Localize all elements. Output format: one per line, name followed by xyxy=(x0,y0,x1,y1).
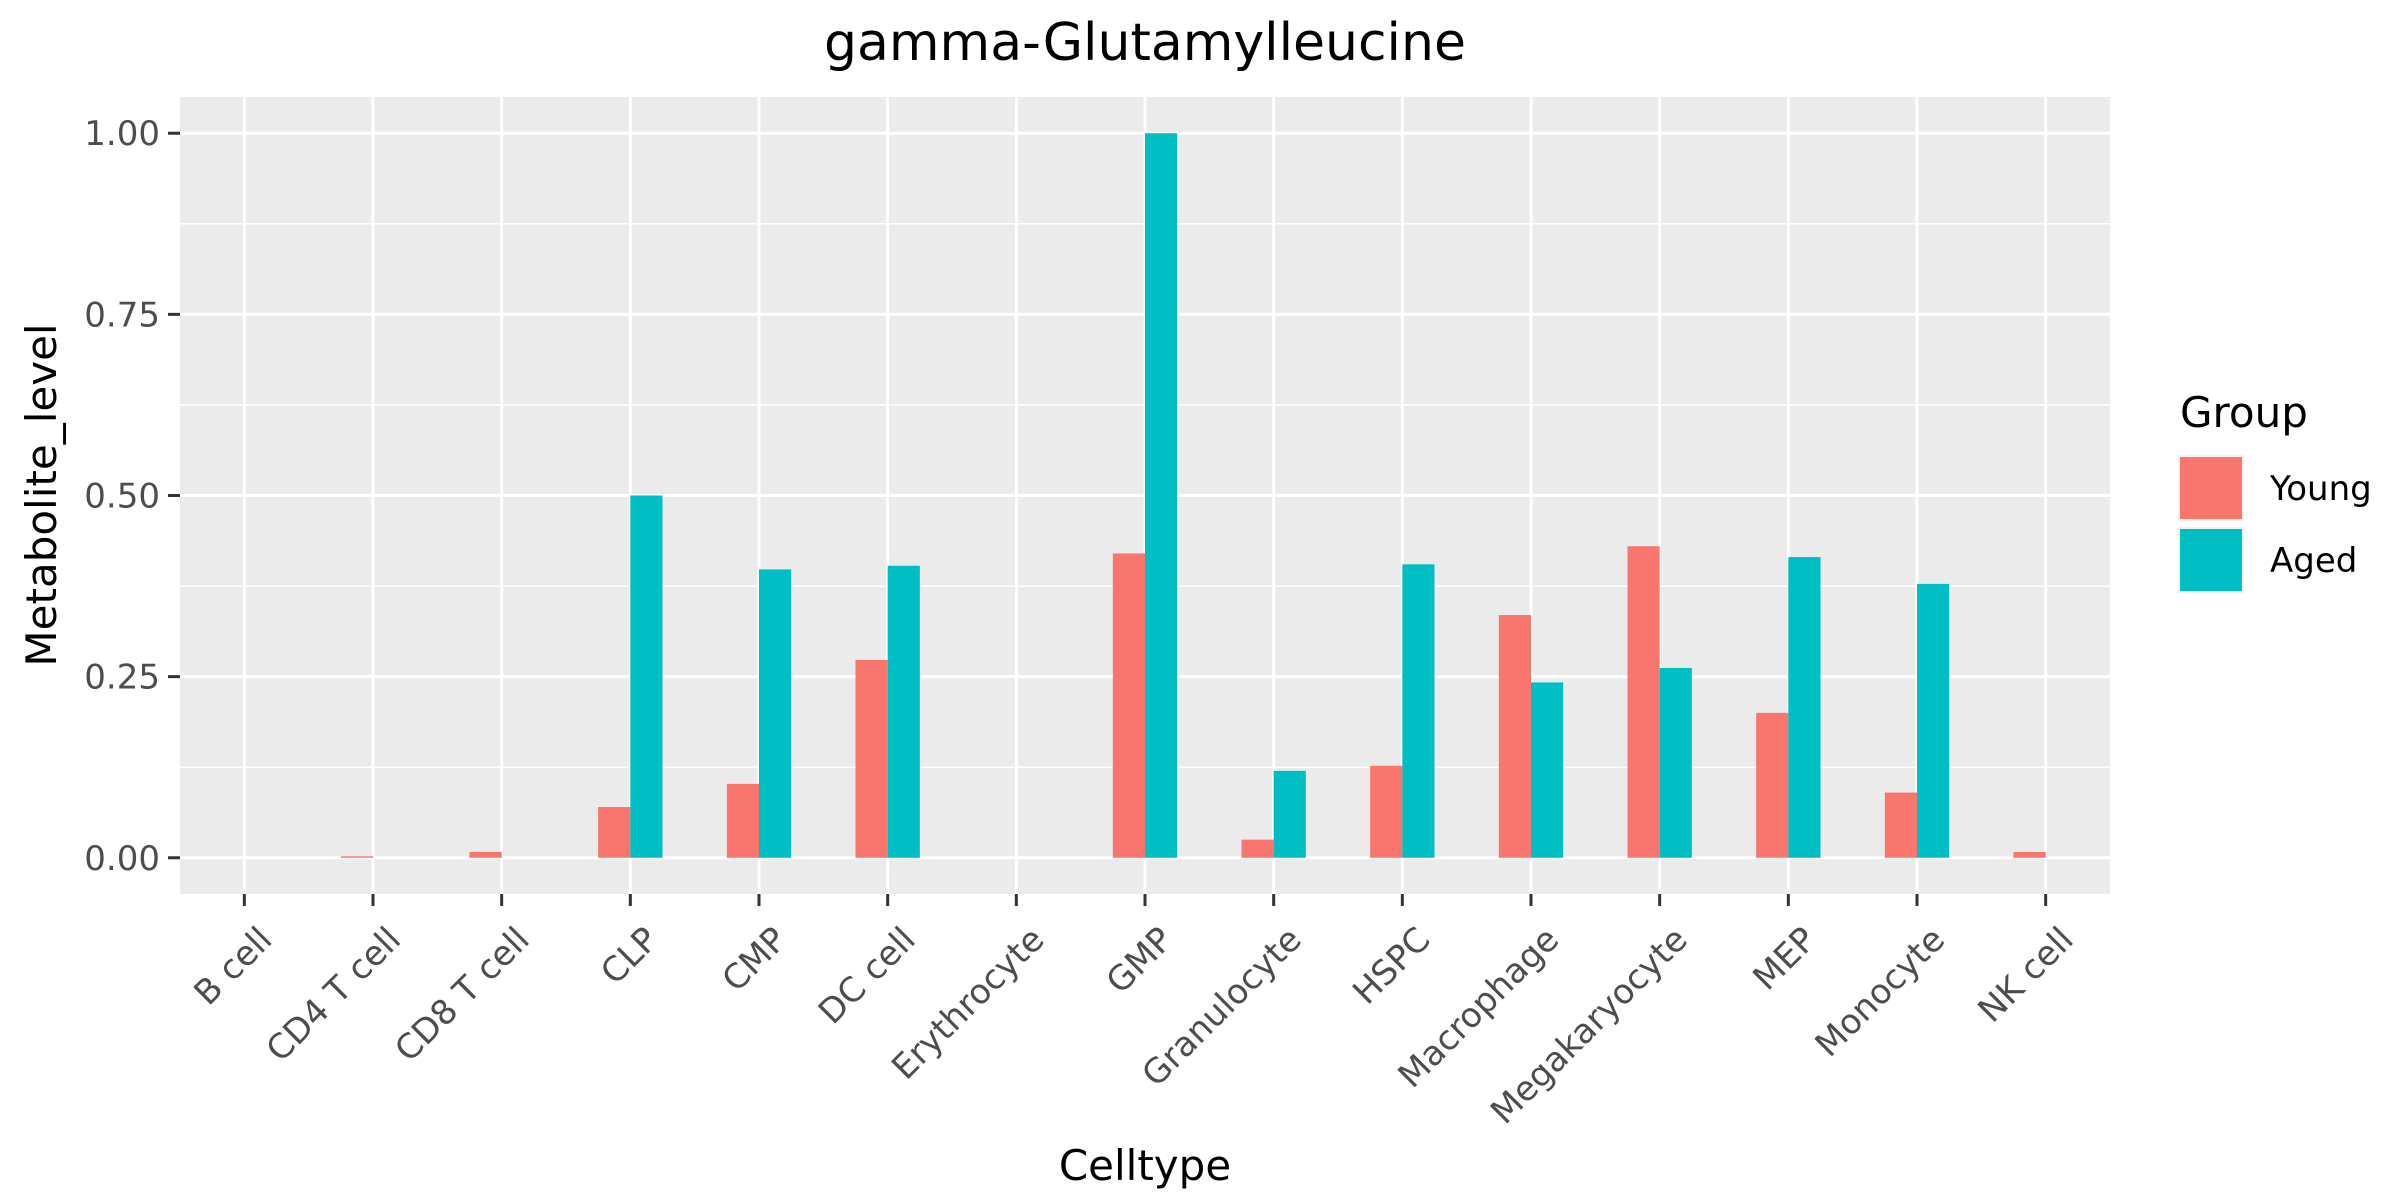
bar-young-granulocyte xyxy=(1241,839,1274,858)
legend-label-young: Young xyxy=(2269,469,2372,509)
x-tick-label: B cell xyxy=(186,920,280,1014)
bar-aged-hspc xyxy=(1402,564,1435,858)
y-axis: 0.00 0.25 0.50 0.75 1.00 xyxy=(84,114,180,879)
legend-label-aged: Aged xyxy=(2270,541,2357,581)
x-tick-label: CD8 T cell xyxy=(387,920,537,1070)
x-tick-label: DC cell xyxy=(811,920,924,1033)
bar-aged-macrophage xyxy=(1531,682,1564,858)
bar-young-clp xyxy=(598,807,631,858)
x-tick-label: Monocyte xyxy=(1808,920,1953,1065)
bar-young-macrophage xyxy=(1498,615,1531,858)
x-tick-label: NK cell xyxy=(1971,920,2082,1031)
y-tick-label: 0.50 xyxy=(84,477,160,517)
y-tick-label: 1.00 xyxy=(84,114,160,154)
bar-young-mep xyxy=(1756,712,1789,858)
bar-young-monocyte xyxy=(1884,792,1917,858)
bar-aged-granulocyte xyxy=(1273,770,1306,858)
bar-young-megakaryocyte xyxy=(1627,546,1660,858)
bar-aged-mep xyxy=(1788,557,1821,858)
x-tick-label: CD4 T cell xyxy=(259,920,409,1070)
x-tick-label: HSPC xyxy=(1345,920,1438,1013)
bar-young-dc-cell xyxy=(855,659,888,858)
bar-young-cmp xyxy=(726,783,759,858)
y-axis-title: Metabolite_level xyxy=(17,323,66,666)
bar-young-cd4-t-cell xyxy=(340,856,373,858)
y-tick-label: 0.25 xyxy=(84,658,160,698)
bar-young-cd8-t-cell xyxy=(469,851,502,858)
legend-key-aged xyxy=(2180,529,2242,591)
bar-aged-clp xyxy=(630,495,663,858)
x-tick-label: MEP xyxy=(1746,920,1825,999)
legend-key-young xyxy=(2180,457,2242,519)
x-axis-title: Celltype xyxy=(1059,1141,1231,1190)
x-tick-label: GMP xyxy=(1099,920,1181,1002)
bar-aged-dc-cell xyxy=(887,565,920,858)
bar-aged-monocyte xyxy=(1917,583,1950,858)
y-tick-label: 0.00 xyxy=(84,839,160,879)
bar-young-nk-cell xyxy=(2013,851,2046,858)
x-tick-label: CLP xyxy=(593,920,666,993)
legend: Group Young Aged xyxy=(2178,388,2372,593)
y-tick-label: 0.75 xyxy=(84,295,160,335)
bars xyxy=(340,133,2046,858)
bar-aged-megakaryocyte xyxy=(1659,667,1692,858)
bar-young-gmp xyxy=(1112,553,1145,858)
chart-title: gamma-Glutamylleucine xyxy=(824,13,1466,73)
bar-young-hspc xyxy=(1370,765,1403,858)
x-tick-label: CMP xyxy=(715,920,795,1000)
bar-aged-cmp xyxy=(759,569,792,858)
bar-aged-gmp xyxy=(1145,133,1178,858)
legend-title: Group xyxy=(2180,388,2308,437)
